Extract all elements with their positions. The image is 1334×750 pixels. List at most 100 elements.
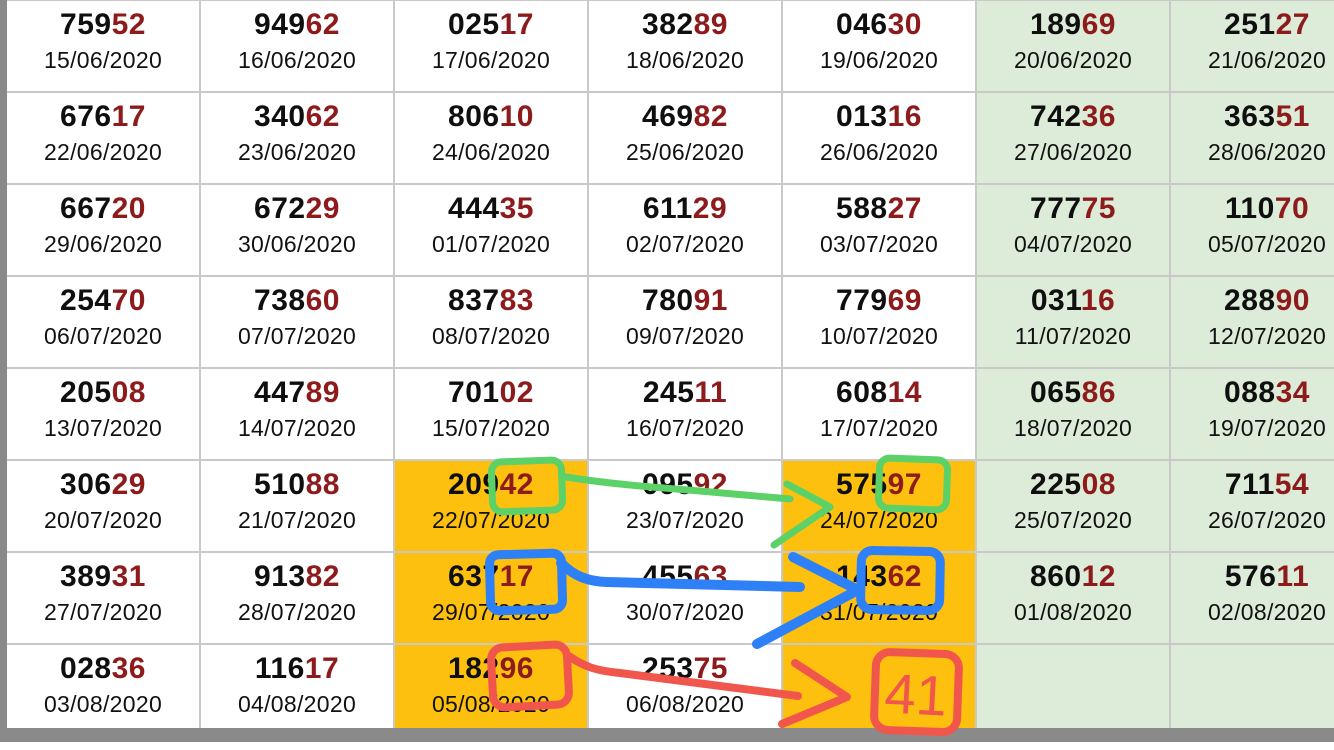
draw-number: 45563 <box>642 562 728 592</box>
result-cell: 78091 09/07/2020 <box>589 277 781 367</box>
horizontal-scrollbar[interactable] <box>0 728 1334 742</box>
draw-date: 04/07/2020 <box>1013 231 1133 257</box>
result-cell: 38289 18/06/2020 <box>589 1 781 91</box>
draw-number-last-two: 31 <box>111 560 146 593</box>
result-cell: 02836 03/08/2020 <box>7 645 199 729</box>
draw-number: 44789 <box>254 378 340 408</box>
draw-number-leading: 288 <box>1224 284 1276 317</box>
draw-number-last-two: 36 <box>1081 100 1116 133</box>
draw-date: 18/06/2020 <box>625 47 745 73</box>
result-cell: 57597 24/07/2020 <box>783 461 975 551</box>
draw-date: 20/07/2020 <box>43 507 163 533</box>
draw-number-leading: 711 <box>1224 468 1275 501</box>
result-cell: 67617 22/06/2020 <box>7 93 199 183</box>
draw-number-last-two: 36 <box>111 652 146 685</box>
draw-number-last-two: 52 <box>111 8 146 41</box>
draw-number-leading: 340 <box>254 100 306 133</box>
draw-number-leading: 205 <box>60 376 112 409</box>
draw-date: 22/07/2020 <box>431 507 551 533</box>
result-cell: 71154 26/07/2020 <box>1171 461 1334 551</box>
draw-number-leading: 025 <box>448 8 500 41</box>
draw-number-leading: 575 <box>836 468 888 501</box>
draw-number: 67617 <box>60 102 146 132</box>
draw-date: 09/07/2020 <box>625 323 745 349</box>
draw-number-last-two: 17 <box>499 560 534 593</box>
draw-number-last-two: 62 <box>305 8 340 41</box>
result-cell: 73860 07/07/2020 <box>201 277 393 367</box>
draw-number-last-two: 97 <box>887 468 922 501</box>
draw-number-last-two: 91 <box>693 284 728 317</box>
result-cell: 45563 30/07/2020 <box>589 553 781 643</box>
draw-date: 24/06/2020 <box>431 139 551 165</box>
draw-number: 01316 <box>836 102 922 132</box>
draw-number-last-two: 30 <box>887 8 922 41</box>
draw-number: 57611 <box>1225 562 1309 592</box>
draw-number-last-two: 96 <box>499 652 534 685</box>
draw-number-leading: 447 <box>254 376 306 409</box>
draw-date: 14/07/2020 <box>237 415 357 441</box>
draw-number: 60814 <box>836 378 922 408</box>
draw-date: 03/07/2020 <box>819 231 939 257</box>
result-cell: 08834 19/07/2020 <box>1171 369 1334 459</box>
draw-date: 06/07/2020 <box>43 323 163 349</box>
draw-date: 16/06/2020 <box>237 47 357 73</box>
result-cell: 75952 15/06/2020 <box>7 1 199 91</box>
draw-number-last-two: 29 <box>692 192 728 225</box>
draw-number-leading: 777 <box>1030 192 1082 225</box>
draw-number-last-two: 69 <box>1081 8 1116 41</box>
draw-number-leading: 837 <box>448 284 500 317</box>
draw-number: 25127 <box>1224 10 1310 40</box>
draw-number: 03116 <box>1031 286 1115 316</box>
draw-number-leading: 780 <box>642 284 694 317</box>
result-cell: 01316 26/06/2020 <box>783 93 975 183</box>
draw-number: 61129 <box>643 194 727 224</box>
draw-number-leading: 245 <box>642 376 695 409</box>
draw-number-leading: 306 <box>60 468 112 501</box>
draw-number-leading: 389 <box>60 560 112 593</box>
draw-date: 13/07/2020 <box>43 415 163 441</box>
draw-number: 83783 <box>448 286 534 316</box>
result-cell: 61129 02/07/2020 <box>589 185 781 275</box>
result-cell: 24511 16/07/2020 <box>589 369 781 459</box>
draw-date: 30/07/2020 <box>625 599 745 625</box>
draw-number-last-two: 83 <box>499 284 534 317</box>
draw-number-last-two: 17 <box>499 8 534 41</box>
draw-date: 22/06/2020 <box>43 139 163 165</box>
draw-number-leading: 253 <box>642 652 694 685</box>
draw-number: 30629 <box>60 470 146 500</box>
draw-number-leading: 116 <box>254 652 305 685</box>
draw-number-last-two: 34 <box>1275 376 1310 409</box>
result-cell <box>977 645 1169 729</box>
draw-number: 70102 <box>448 378 534 408</box>
draw-number-leading: 031 <box>1030 284 1081 317</box>
result-cell: 28890 12/07/2020 <box>1171 277 1334 367</box>
draw-number-last-two: 89 <box>305 376 340 409</box>
draw-date: 04/08/2020 <box>237 691 357 717</box>
draw-number-last-two: 11 <box>694 376 728 409</box>
result-cell: 67229 30/06/2020 <box>201 185 393 275</box>
draw-number: 58827 <box>836 194 922 224</box>
result-cell: 63717 29/07/2020 <box>395 553 587 643</box>
draw-number-last-two: 08 <box>1081 468 1116 501</box>
draw-date: 29/06/2020 <box>43 231 163 257</box>
draw-number-last-two: 90 <box>1275 284 1310 317</box>
draw-number-leading: 046 <box>836 8 888 41</box>
draw-number-last-two: 89 <box>693 8 728 41</box>
draw-number-leading: 363 <box>1224 100 1276 133</box>
draw-number-last-two: 51 <box>1275 100 1310 133</box>
result-cell: 09592 23/07/2020 <box>589 461 781 551</box>
draw-date: 02/08/2020 <box>1207 599 1327 625</box>
draw-number: 78091 <box>642 286 728 316</box>
draw-number-last-two: 17 <box>111 100 146 133</box>
result-cell: 36351 28/06/2020 <box>1171 93 1334 183</box>
draw-number-leading: 189 <box>1030 8 1082 41</box>
draw-number-last-two: 60 <box>305 284 340 317</box>
draw-date: 08/07/2020 <box>431 323 551 349</box>
draw-number: 14362 <box>836 562 922 592</box>
result-cell: 18969 20/06/2020 <box>977 1 1169 91</box>
draw-number-last-two: 75 <box>1081 192 1116 225</box>
draw-number-leading: 913 <box>254 560 306 593</box>
draw-number: 02836 <box>60 654 146 684</box>
result-cell: 11617 04/08/2020 <box>201 645 393 729</box>
